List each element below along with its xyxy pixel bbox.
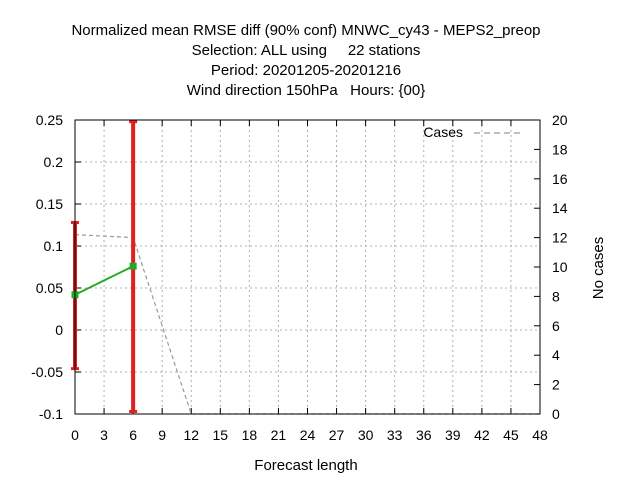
y2-tick-label: 0: [552, 406, 560, 422]
y2-tick-label: 12: [552, 230, 568, 246]
x-axis-label: Forecast length: [254, 457, 357, 474]
title-line-3: Period: 20201205-20201216: [211, 62, 401, 79]
x-tick-label: 3: [100, 427, 108, 443]
y2-tick-label: 2: [552, 377, 560, 393]
y2-tick-label: 6: [552, 318, 560, 334]
y-tick-label: 0.1: [44, 238, 64, 254]
diff-line: [74, 265, 134, 296]
y2-tick-label: 16: [552, 171, 568, 187]
y2-tick-label: 14: [552, 200, 568, 216]
x-tick-label: 15: [213, 427, 229, 443]
data-point: [129, 262, 137, 270]
x-tick-label: 27: [329, 427, 345, 443]
y-tick-label: 0.15: [36, 196, 63, 212]
y2-tick-label: 10: [552, 259, 568, 275]
x-tick-label: 30: [358, 427, 374, 443]
title-line-1: Normalized mean RMSE diff (90% conf) MNW…: [71, 22, 540, 39]
plot-frame: [74, 119, 541, 415]
x-tick-label: 39: [445, 427, 461, 443]
title-line-4: Wind direction 150hPa Hours: {00}: [187, 82, 425, 99]
title-line-2: Selection: ALL using 22 stations: [192, 42, 421, 59]
cases-line: [74, 234, 540, 415]
grid: [74, 119, 541, 415]
chart-title: Normalized mean RMSE diff (90% conf) MNW…: [71, 22, 540, 99]
x-tick-label: 48: [532, 427, 548, 443]
y2-tick-label: 20: [552, 112, 568, 128]
legend-label-cases: Cases: [423, 124, 463, 140]
y-tick-labels: -0.1 -0.05 0 0.05 0.1 0.15 0.2 0.25: [31, 112, 63, 422]
series-layer: [74, 234, 540, 415]
y2-tick-label: 8: [552, 288, 560, 304]
y-tick-label: 0.25: [36, 112, 63, 128]
y2-axis-label: No cases: [590, 237, 607, 300]
x-tick-label: 21: [271, 427, 287, 443]
y2-tick-labels: 0 2 4 6 8 10 12 14 16 18 20: [552, 112, 568, 422]
y2-tick-label: 18: [552, 141, 568, 157]
x-tick-label: 9: [158, 427, 166, 443]
y-tick-label: 0.2: [44, 154, 64, 170]
y-tick-label: -0.05: [31, 364, 63, 380]
y-tick-label: -0.1: [39, 406, 63, 422]
x-tick-label: 24: [300, 427, 316, 443]
y-tick-label: 0.05: [36, 280, 63, 296]
legend: Cases: [423, 124, 522, 140]
y-tick-label: 0: [55, 322, 63, 338]
x-tick-labels: 0 3 6 9 12 15 18 21 24 27 30 33 36 39 42 45 48: [71, 427, 548, 443]
x-tick-label: 45: [503, 427, 519, 443]
y2-tick-label: 4: [552, 347, 560, 363]
x-tick-label: 0: [71, 427, 79, 443]
x-tick-label: 12: [183, 427, 199, 443]
x-tick-label: 36: [416, 427, 432, 443]
x-tick-label: 42: [474, 427, 490, 443]
x-tick-label: 18: [242, 427, 258, 443]
x-tick-label: 6: [129, 427, 137, 443]
x-tick-label: 33: [387, 427, 403, 443]
